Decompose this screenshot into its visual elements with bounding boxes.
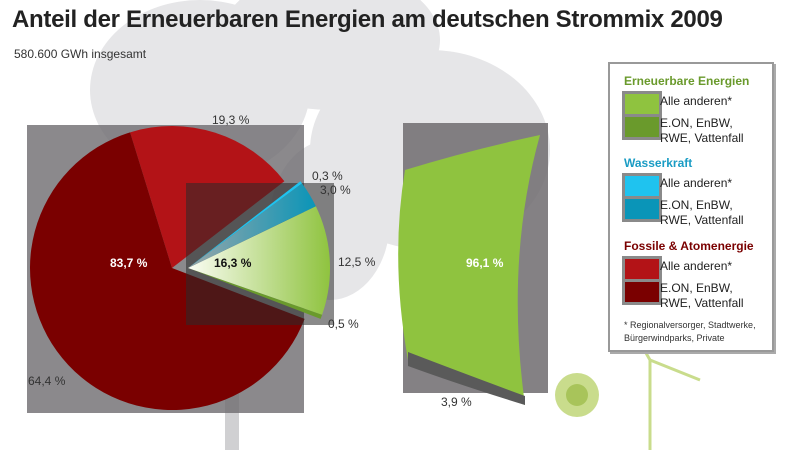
pie-total-renewable: 16,3 % <box>214 256 252 270</box>
pie-label-05: 0,5 % <box>328 317 359 331</box>
legend-label: E.ON, EnBW, RWE, Vattenfall <box>660 281 744 310</box>
bar-segment-others <box>398 135 540 405</box>
pie-slice-5 <box>188 268 323 319</box>
pie-total-fossil: 83,7 % <box>110 256 148 270</box>
legend-label: E.ON, EnBW, RWE, Vattenfall <box>660 198 744 227</box>
chart-title: Anteil der Erneuerbaren Energien am deut… <box>12 6 723 33</box>
pie-label-125: 12,5 % <box>338 255 376 269</box>
legend-label: Alle anderen* <box>660 259 733 273</box>
legend-label: Alle anderen* <box>660 176 733 190</box>
pie-label-64: 64,4 % <box>28 374 66 388</box>
pie-slice-0 <box>30 132 305 410</box>
legend: Erneuerbare Energien Alle anderen* E.ON,… <box>608 62 774 352</box>
pie-slice-4 <box>188 206 330 315</box>
pie-slice-2 <box>188 181 303 268</box>
legend-swatch <box>622 279 662 305</box>
pie-slice-3 <box>188 183 316 268</box>
bar-label-961: 96,1 % <box>466 256 504 270</box>
pie-label-30: 3,0 % <box>320 183 351 197</box>
pie-label-03: 0,3 % <box>312 169 343 183</box>
legend-title-fossile: Fossile & Atomenergie <box>624 239 754 253</box>
legend-swatch <box>622 196 662 222</box>
legend-swatch <box>622 114 662 140</box>
legend-title-wasserkraft: Wasserkraft <box>624 156 693 170</box>
legend-footnote: * Regionalversorger, Stadtwerke, Bürgerw… <box>624 320 756 343</box>
legend-title-erneuerbare: Erneuerbare Energien <box>624 74 750 88</box>
legend-swatch <box>622 256 662 282</box>
legend-swatch <box>622 173 662 199</box>
legend-label: E.ON, EnBW, RWE, Vattenfall <box>660 116 744 145</box>
legend-label: Alle anderen* <box>660 94 733 108</box>
bar-label-39: 3,9 % <box>441 395 472 409</box>
bar-segment-big4 <box>408 352 525 405</box>
pie-label-19: 19,3 % <box>212 113 250 127</box>
chart-subtitle: 580.600 GWh insgesamt <box>14 47 147 61</box>
